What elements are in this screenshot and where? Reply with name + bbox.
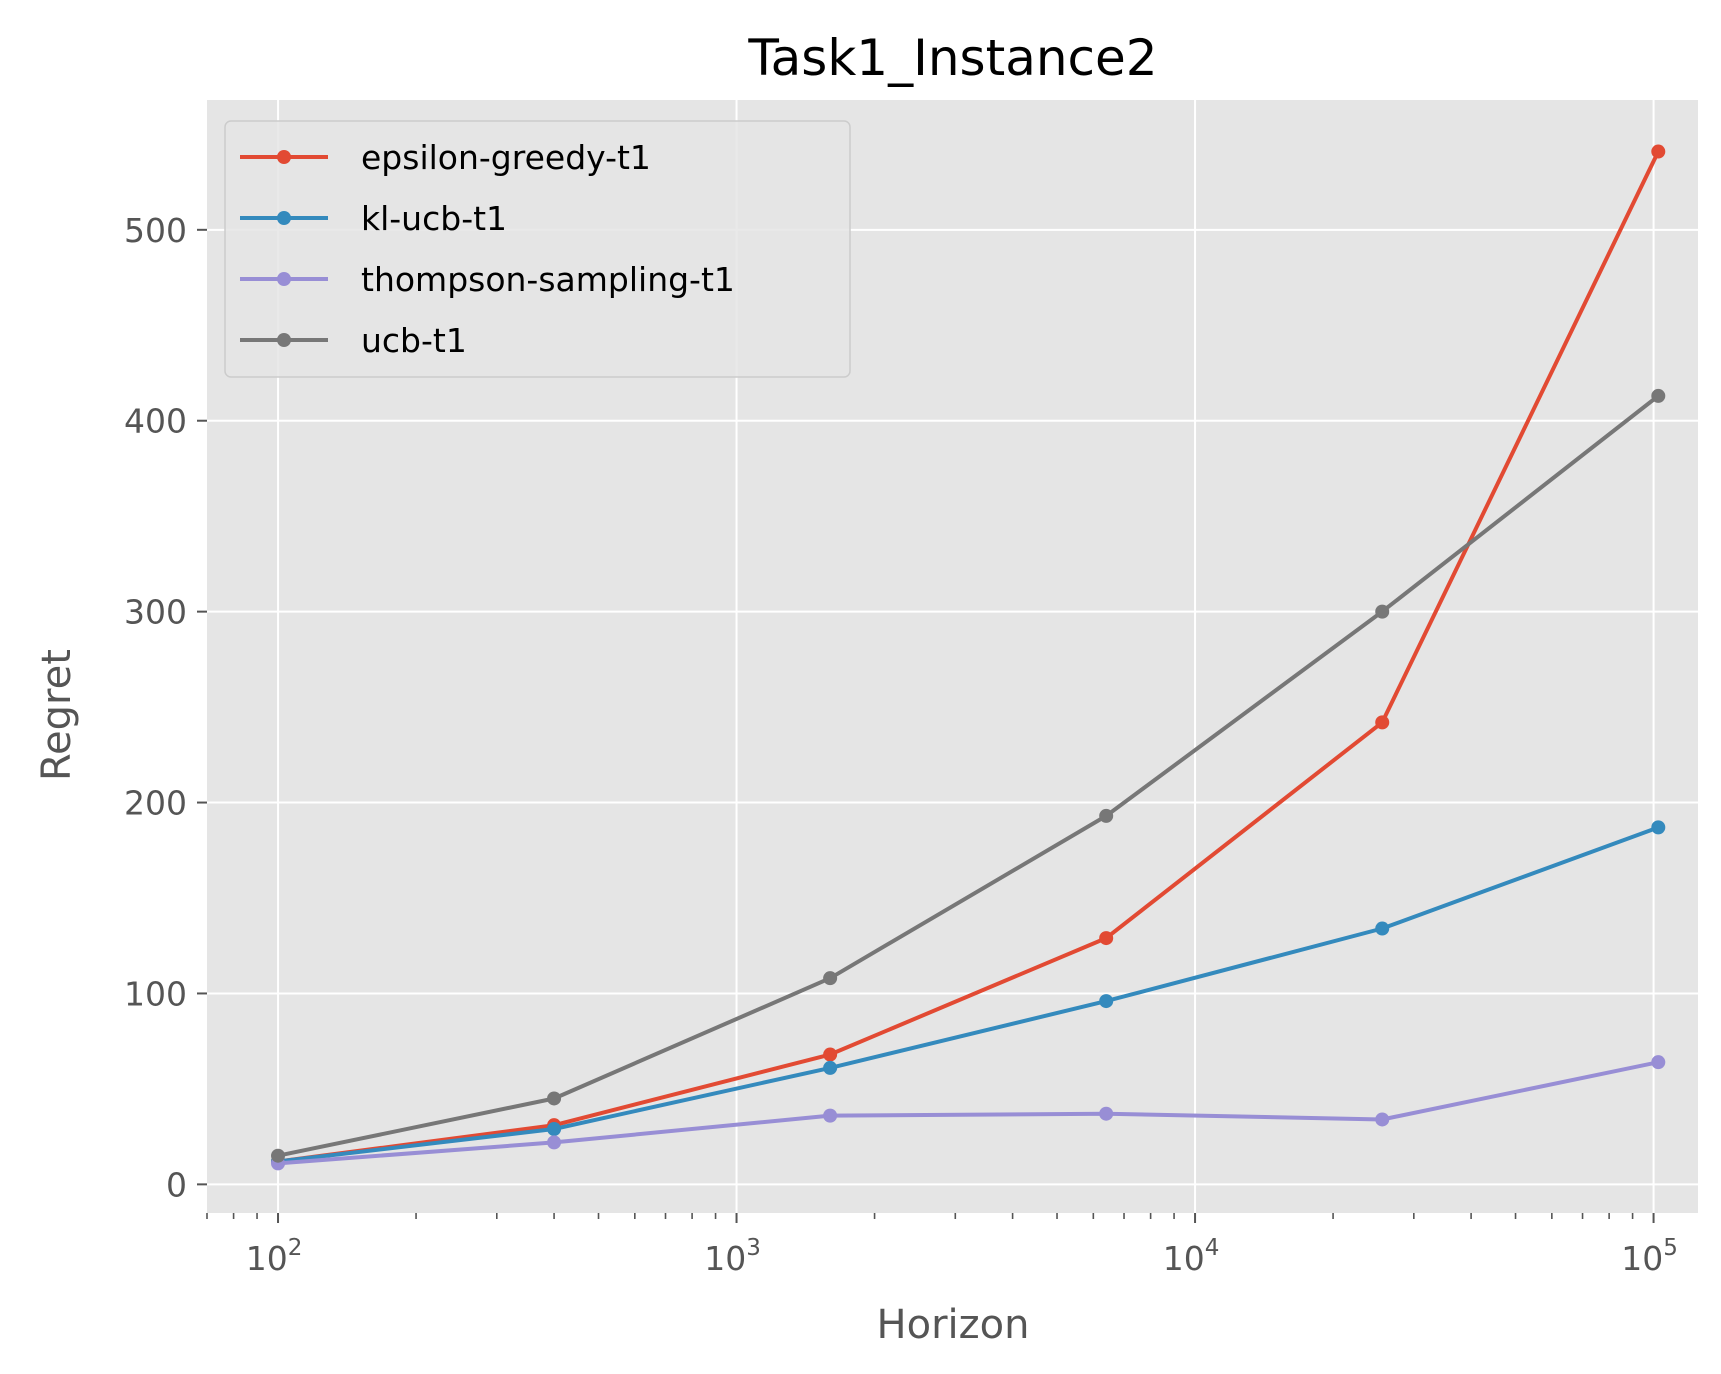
data-point [823, 1060, 838, 1075]
data-point [1375, 921, 1390, 936]
legend-label: ucb-t1 [361, 321, 467, 360]
legend-label: epsilon-greedy-t1 [361, 138, 651, 177]
x-tick-label: 104 [1163, 1235, 1220, 1278]
series-line [277, 1060, 1659, 1166]
legend-box [224, 120, 851, 378]
legend-swatch-marker [277, 211, 291, 225]
data-point [1375, 604, 1390, 619]
data-point [1099, 994, 1114, 1009]
legend-swatch-marker [277, 150, 291, 164]
y-tick-label: 0 [166, 1165, 187, 1204]
data-point [823, 1047, 838, 1062]
legend-label: thompson-sampling-t1 [361, 260, 735, 299]
series-line [277, 825, 1659, 1164]
data-point [547, 1091, 562, 1106]
y-tick-label: 500 [124, 211, 187, 250]
series-line [277, 150, 1661, 1164]
x-axis-label: Horizon [877, 1302, 1030, 1348]
data-point [823, 971, 838, 986]
data-point [1375, 1112, 1390, 1127]
data-point [547, 1122, 562, 1136]
y-tick-label: 200 [124, 784, 187, 823]
y-tick-label: 100 [124, 974, 187, 1013]
y-axis-label: Regret [34, 649, 80, 781]
data-point [1099, 931, 1114, 946]
series-line [277, 394, 1660, 1158]
data-point [1375, 715, 1390, 730]
data-point [1651, 1055, 1666, 1070]
data-point [1651, 388, 1666, 403]
legend-swatch-marker [277, 272, 291, 286]
data-point [271, 1148, 286, 1163]
legend-swatch-marker [277, 333, 291, 347]
y-tick-label: 300 [124, 593, 187, 632]
data-point [1651, 820, 1666, 835]
x-tick-label: 105 [1621, 1235, 1678, 1278]
data-point [1099, 1106, 1114, 1121]
x-tick-label: 103 [704, 1235, 761, 1278]
legend-label: kl-ucb-t1 [361, 199, 507, 238]
y-tick-label: 400 [124, 402, 187, 441]
x-tick-label: 102 [246, 1235, 303, 1278]
data-point [1651, 144, 1666, 159]
data-point [547, 1135, 562, 1150]
chart-title: Task1_Instance2 [747, 29, 1157, 87]
data-point [823, 1108, 838, 1123]
data-point [1099, 808, 1114, 823]
